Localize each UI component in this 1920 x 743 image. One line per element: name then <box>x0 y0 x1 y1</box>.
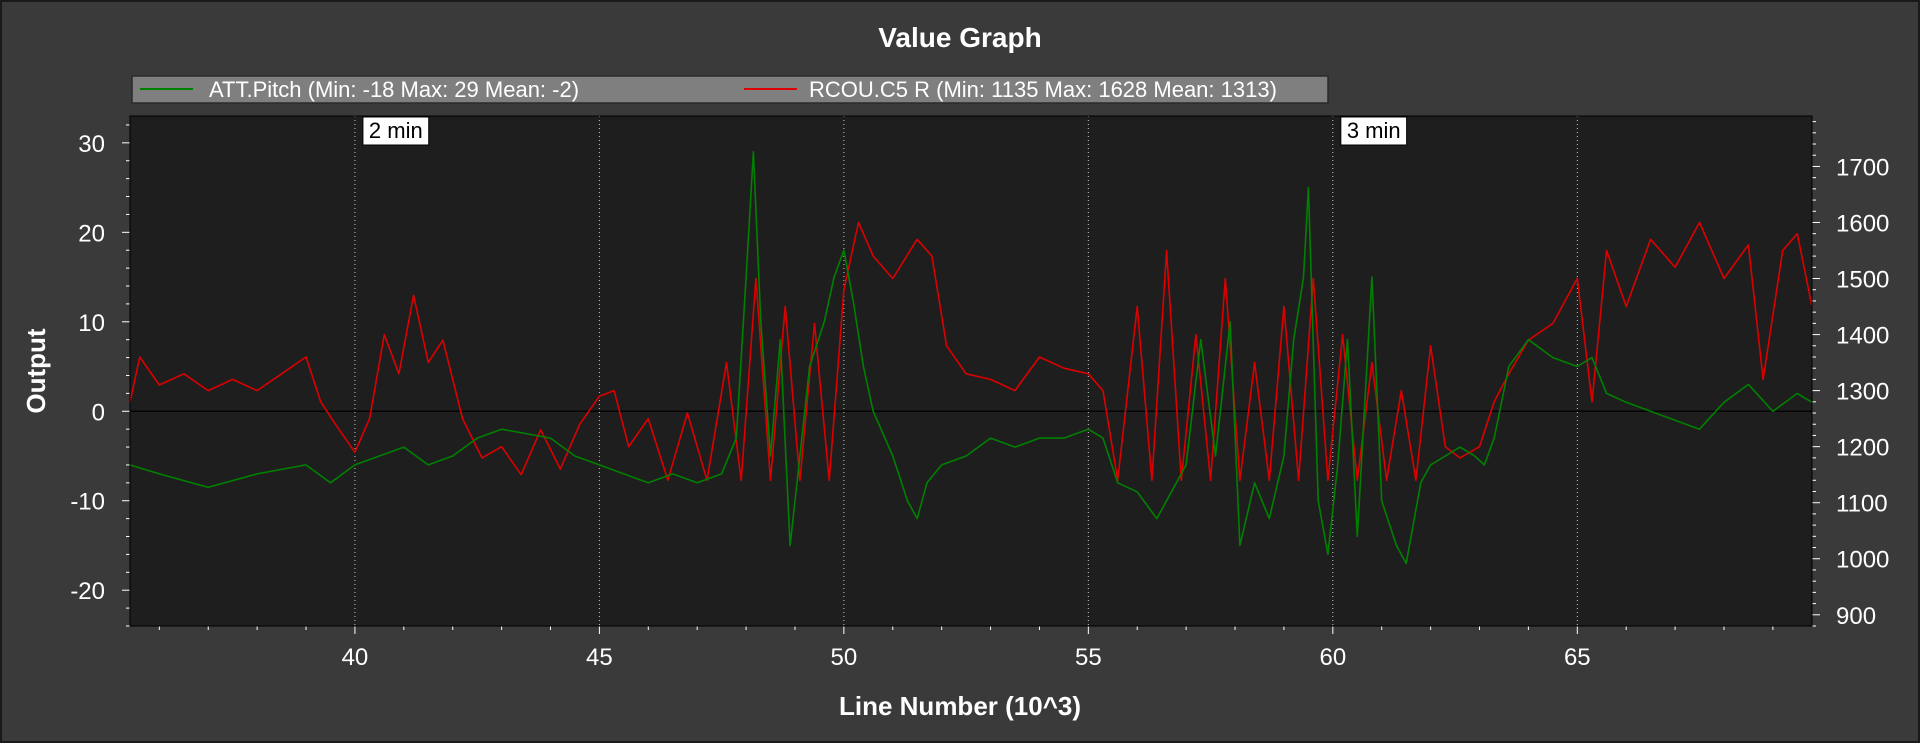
plot-area[interactable] <box>130 116 1812 626</box>
y-tick-label-0: -20 <box>70 578 105 605</box>
x-tick-label-0: 40 <box>342 644 369 671</box>
time-marker-box-0 <box>362 116 430 146</box>
time-marker-box-1 <box>1340 116 1408 146</box>
y-tick-label-2: 0 <box>92 399 105 426</box>
time-marker-label-0: 2 min <box>369 118 423 143</box>
y2-tick-label-8: 1700 <box>1836 154 1889 181</box>
y2-tick-label-7: 1600 <box>1836 210 1889 237</box>
x-tick-label-3: 55 <box>1075 644 1102 671</box>
x-tick-label-5: 65 <box>1564 644 1591 671</box>
y2-tick-label-3: 1200 <box>1836 435 1889 462</box>
x-tick-label-1: 45 <box>586 644 613 671</box>
y-tick-label-4: 20 <box>78 220 105 247</box>
time-marker-0: 2 min <box>362 116 430 146</box>
time-markers: 2 min 3 min <box>362 116 1408 146</box>
y-tick-label-3: 10 <box>78 310 105 337</box>
legend-label-rcou[interactable]: RCOU.C5 R (Min: 1135 Max: 1628 Mean: 131… <box>809 77 1277 102</box>
y-tick-label-1: -10 <box>70 489 105 516</box>
y2-tick-label-4: 1300 <box>1836 379 1889 406</box>
chart-title: Value Graph <box>878 22 1041 53</box>
series-line-rcou-c5 <box>129 221 1813 482</box>
y2-tick-label-1: 1000 <box>1836 547 1889 574</box>
y2-tick-label-2: 1100 <box>1836 491 1888 518</box>
x-tick-label-2: 50 <box>831 644 858 671</box>
y2-tick-label-5: 1400 <box>1836 323 1889 350</box>
y-axis-label: Output <box>21 328 51 414</box>
series-line-att-pitch <box>129 151 1813 565</box>
legend[interactable]: ATT.Pitch (Min: -18 Max: 29 Mean: -2) RC… <box>131 75 1329 104</box>
y2-tick-label-0: 900 <box>1836 603 1876 630</box>
x-tick-label-4: 60 <box>1319 644 1346 671</box>
axes: 40 45 50 55 60 65 -20 -10 0 10 20 30 900 1000 1100 1200… <box>70 115 1889 671</box>
x-axis-label: Line Number (10^3) <box>839 691 1081 721</box>
legend-box <box>131 75 1329 104</box>
legend-label-pitch[interactable]: ATT.Pitch (Min: -18 Max: 29 Mean: -2) <box>209 77 579 102</box>
plot-border <box>129 115 1813 627</box>
time-marker-label-1: 3 min <box>1347 118 1401 143</box>
time-marker-1: 3 min <box>1340 116 1408 146</box>
y2-tick-label-6: 1500 <box>1836 267 1889 294</box>
grid-lines <box>354 116 1578 626</box>
y-tick-label-5: 30 <box>78 131 105 158</box>
series-layer <box>129 151 1813 565</box>
